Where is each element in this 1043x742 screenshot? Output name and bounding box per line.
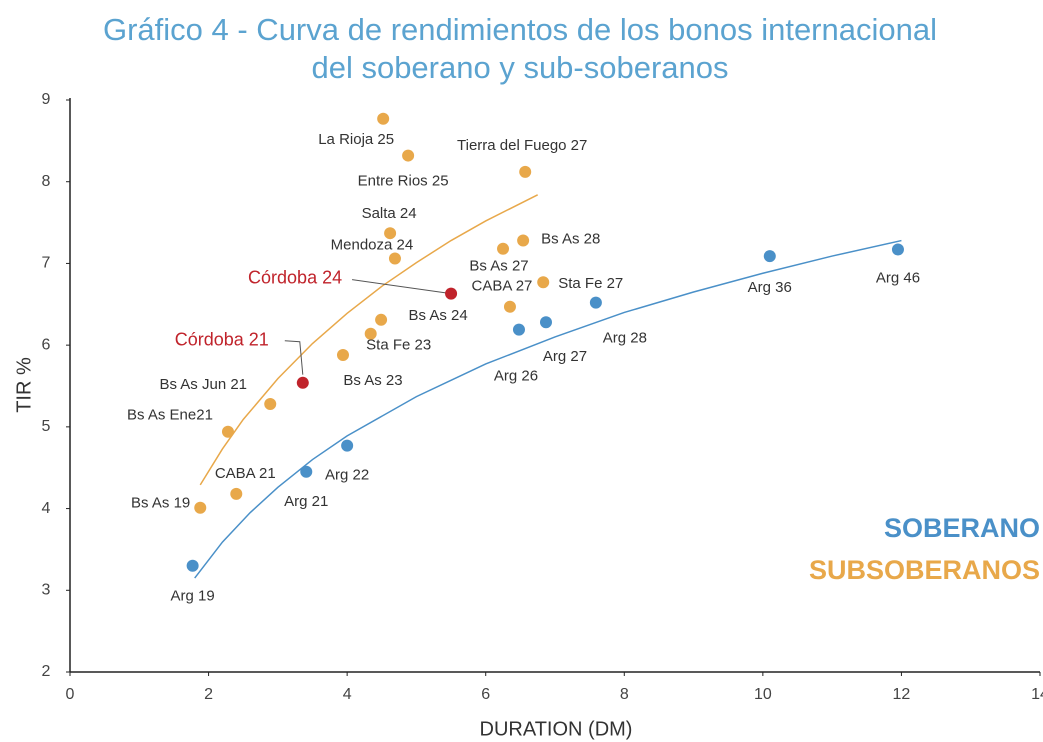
point <box>264 397 277 410</box>
point <box>221 425 234 438</box>
point-label: Sta Fe 23 <box>366 337 431 354</box>
point-label: Bs As 23 <box>343 372 402 389</box>
x-tick-label: 4 <box>343 686 352 703</box>
point <box>539 316 552 329</box>
point-label: Bs As 24 <box>408 307 467 324</box>
point <box>512 323 525 336</box>
point-label: Entre Rios 25 <box>358 173 449 190</box>
point-label: Salta 24 <box>362 205 417 222</box>
y-tick-label: 9 <box>42 91 51 108</box>
point-label: Arg 46 <box>876 270 920 287</box>
point <box>402 149 415 162</box>
point-label: Tierra del Fuego 27 <box>457 137 587 154</box>
point-label: Bs As 28 <box>541 231 600 248</box>
point-label: Arg 19 <box>171 588 215 605</box>
point <box>336 348 349 361</box>
point <box>503 300 516 313</box>
point-label: Arg 28 <box>603 330 647 347</box>
point-label: La Rioja 25 <box>318 131 394 148</box>
point-label: Bs As 19 <box>131 495 190 512</box>
point-label: CABA 27 <box>472 278 533 295</box>
point-label: Bs As 27 <box>469 258 528 275</box>
point-label: Arg 21 <box>284 493 328 510</box>
y-tick-label: 3 <box>42 582 51 599</box>
y-tick-label: 6 <box>42 336 51 353</box>
point <box>341 439 354 452</box>
point-label: Córdoba 21 <box>175 329 269 349</box>
x-tick-label: 8 <box>620 686 629 703</box>
x-tick-label: 2 <box>204 686 213 703</box>
point-label: CABA 21 <box>215 465 276 482</box>
y-tick-label: 2 <box>42 663 51 680</box>
point-label: Arg 27 <box>543 348 587 365</box>
point-label: Arg 22 <box>325 467 369 484</box>
x-tick-label: 10 <box>754 686 772 703</box>
trend-line <box>199 194 539 486</box>
y-tick-label: 8 <box>42 173 51 190</box>
y-tick-label: 5 <box>42 418 51 435</box>
point <box>497 242 510 255</box>
point-label: Sta Fe 27 <box>558 275 623 292</box>
point <box>519 165 532 178</box>
chart-title: Gráfico 4 - Curva de rendimientos de los… <box>103 12 937 47</box>
point <box>300 465 313 478</box>
y-tick-label: 7 <box>42 255 51 272</box>
point <box>388 252 401 265</box>
y-tick-label: 4 <box>42 500 51 517</box>
x-tick-label: 12 <box>893 686 911 703</box>
legend-label: SUBSOBERANOS <box>809 555 1040 585</box>
point <box>537 276 550 289</box>
legend-label: SOBERANO <box>884 513 1040 543</box>
point-label: Córdoba 24 <box>248 267 342 287</box>
x-axis-title: DURATION (DM) <box>480 718 633 740</box>
point <box>517 234 530 247</box>
y-axis-title: TIR % <box>13 357 35 413</box>
point <box>296 376 309 389</box>
point-label: Bs As Ene21 <box>127 407 213 424</box>
x-tick-label: 6 <box>481 686 490 703</box>
point <box>375 313 388 326</box>
trend-line <box>194 239 902 579</box>
chart-title: del soberano y sub-soberanos <box>311 50 728 85</box>
point-label: Mendoza 24 <box>331 236 414 253</box>
leader-line <box>352 279 452 295</box>
point-label: Bs As Jun 21 <box>159 376 247 393</box>
point <box>384 227 397 240</box>
x-tick-label: 0 <box>66 686 75 703</box>
point <box>230 487 243 500</box>
leader-line <box>284 340 304 375</box>
point <box>364 327 377 340</box>
point <box>186 559 199 572</box>
point <box>445 287 458 300</box>
point-label: Arg 26 <box>494 368 538 385</box>
point-label: Arg 36 <box>748 279 792 296</box>
x-tick-label: 14 <box>1031 686 1043 703</box>
point <box>891 243 904 256</box>
point <box>194 501 207 514</box>
point <box>377 112 390 125</box>
point <box>589 296 602 309</box>
point <box>763 250 776 263</box>
